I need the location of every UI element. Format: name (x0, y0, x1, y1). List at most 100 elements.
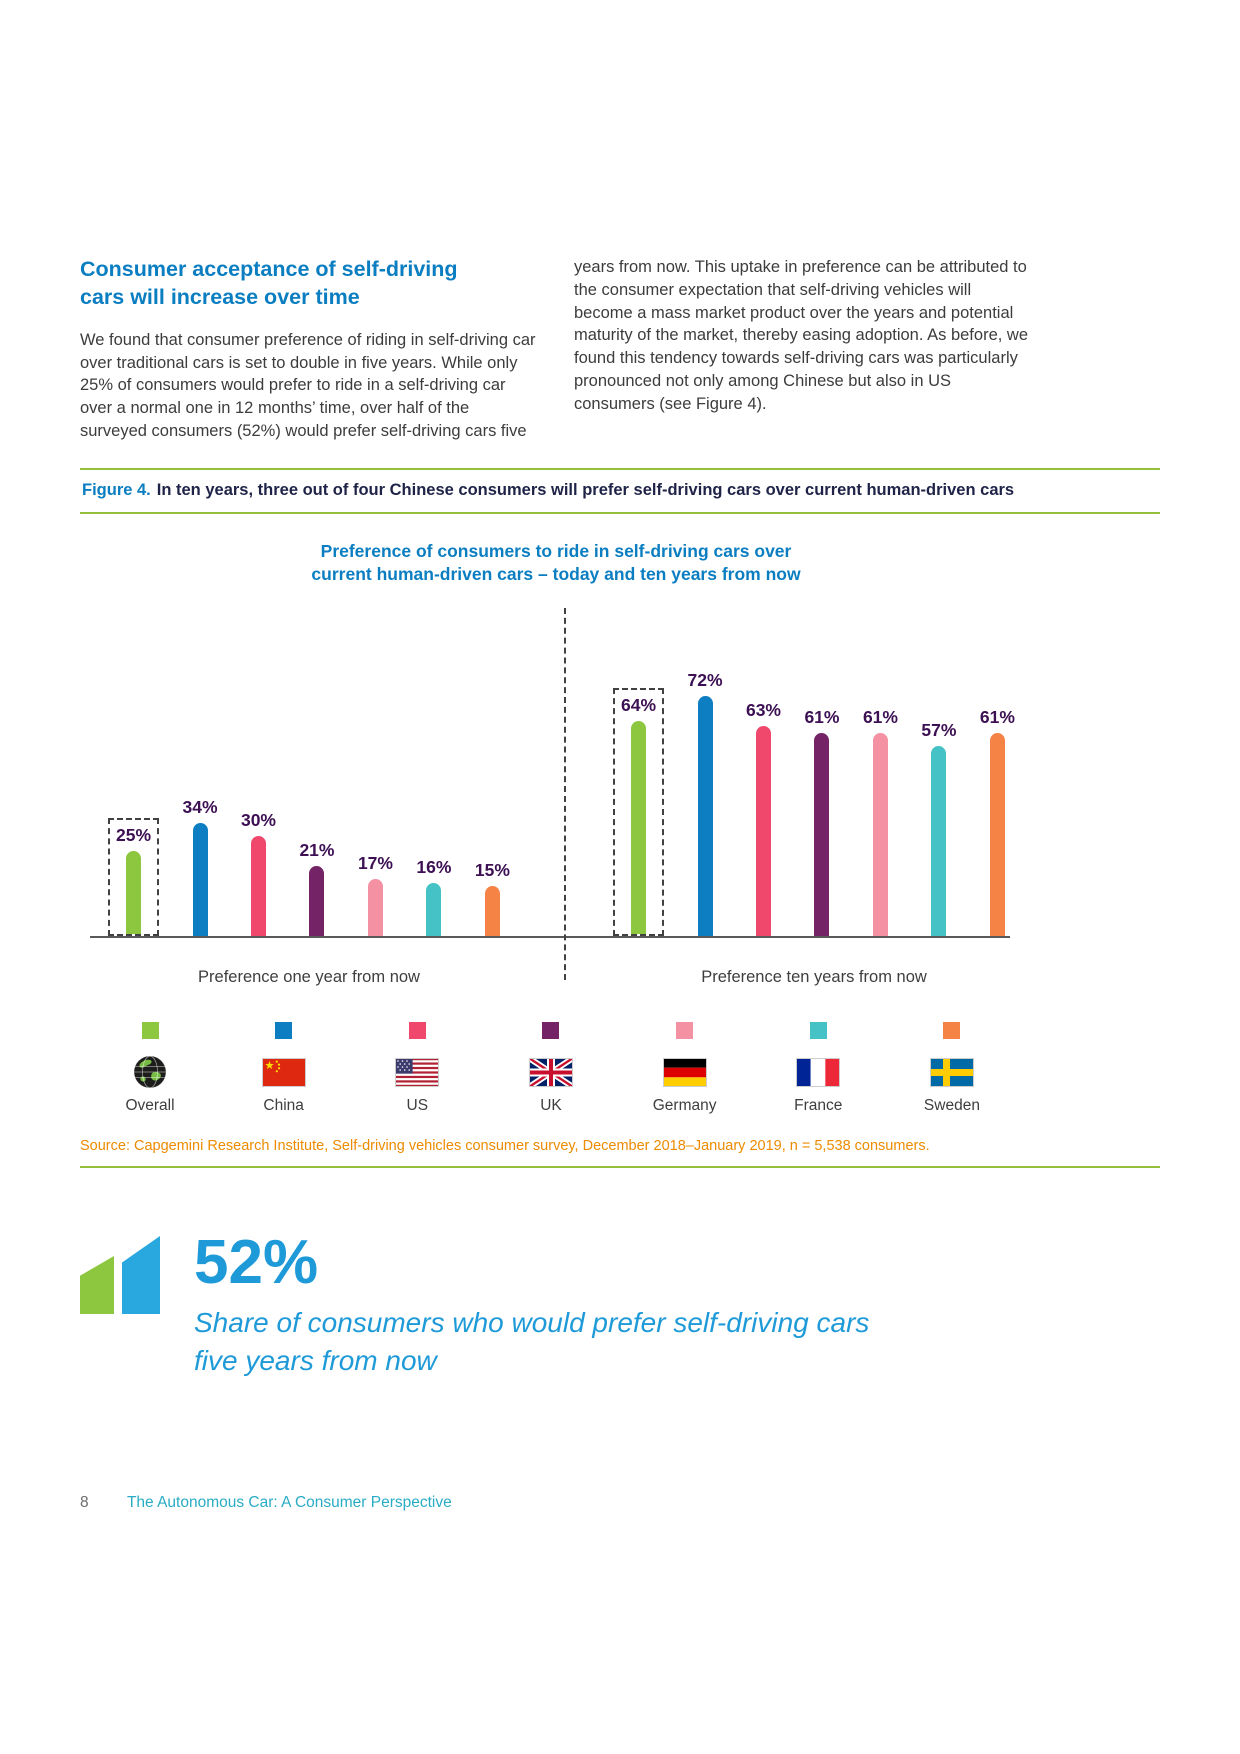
bar-value-label: 17% (357, 853, 393, 873)
chart-group-label-1: Preference one year from now (198, 968, 420, 986)
pull-quote: 52% Share of consumers who would prefer … (80, 1232, 869, 1380)
legend-label: Germany (652, 1097, 717, 1114)
source-note: Source: Capgemini Research Institute, Se… (80, 1138, 930, 1154)
uk-flag-icon (528, 1055, 573, 1089)
bar-value-label: 25% (116, 825, 152, 845)
figure-caption-band: Figure 4. In ten years, three out of four… (80, 468, 1160, 514)
bar-value-label: 21% (299, 840, 335, 860)
intro-paragraph-left: We found that consumer preference of rid… (80, 330, 536, 440)
germany-flag-icon (662, 1055, 707, 1089)
us-flag-icon (395, 1055, 440, 1089)
quote-text-line1: Share of consumers who would prefer self… (194, 1307, 870, 1338)
bar-cell-germany-group2: 61% (863, 707, 898, 936)
quote-mark-blue (122, 1236, 160, 1314)
legend-item-uk: UK (496, 1022, 606, 1115)
quote-stat: 52% (194, 1228, 319, 1297)
chart-legend: Overall China US UK Germany France Sweden (95, 1022, 1007, 1115)
china-flag-icon (261, 1055, 306, 1089)
chart-group-1: 25% 34% 30% 21% 17% 16% 15% (108, 797, 510, 936)
dashed-divider (564, 608, 566, 980)
quote-body: 52% Share of consumers who would prefer … (194, 1232, 869, 1380)
bar-cell-china-group1: 34% (182, 797, 218, 936)
legend-item-us: US (362, 1022, 472, 1115)
bar-cell-france-group1: 16% (416, 857, 451, 936)
bar-value-label: 16% (416, 857, 452, 877)
legend-item-sweden: Sweden (897, 1022, 1007, 1115)
bar-cell-germany-group1: 17% (358, 853, 393, 936)
page-footer: 8 The Autonomous Car: A Consumer Perspec… (80, 1494, 452, 1512)
divider-rule (80, 1166, 1160, 1168)
bar-value-label: 30% (240, 810, 276, 830)
legend-label: UK (540, 1097, 562, 1114)
bar-cell-overall-group2: 64% (613, 688, 665, 936)
china-bar (697, 696, 713, 936)
legend-item-china: China (229, 1022, 339, 1115)
france-bar (931, 746, 947, 936)
china-bar (192, 823, 208, 936)
bar-value-label: 72% (687, 670, 723, 690)
bar-value-label: 61% (979, 707, 1015, 727)
legend-color-swatch (542, 1022, 560, 1039)
figure-label: Figure 4. (82, 481, 151, 499)
legend-item-overall: Overall (95, 1022, 205, 1115)
overall-bar (631, 721, 647, 934)
bar-value-label: 34% (182, 797, 218, 817)
legend-color-swatch (943, 1022, 961, 1039)
quote-text-line2: five years from now (194, 1344, 437, 1376)
legend-item-france: France (763, 1022, 873, 1115)
chart-group-label-2: Preference ten years from now (701, 968, 927, 986)
legend-label: US (406, 1097, 429, 1114)
legend-color-swatch (275, 1022, 293, 1039)
chart-title: Preference of consumers to ride in self-… (80, 540, 1032, 586)
intro-section: Consumer acceptance of self-driving cars… (80, 256, 1032, 443)
legend-label: China (263, 1097, 304, 1114)
bar-cell-sweden-group2: 61% (980, 707, 1015, 936)
uk-bar (814, 733, 830, 936)
bar-cell-sweden-group1: 15% (475, 860, 510, 936)
bar-cell-france-group2: 57% (921, 720, 956, 936)
chart-title-line2: current human-driven cars – today and te… (311, 564, 801, 585)
bar-value-label: 61% (862, 707, 898, 727)
bar-value-label: 64% (621, 695, 657, 715)
sweden-bar (989, 733, 1005, 936)
bar-value-label: 61% (804, 707, 840, 727)
quote-text: Share of consumers who would prefer self… (194, 1304, 869, 1380)
document-title: The Autonomous Car: A Consumer Perspecti… (126, 1494, 452, 1511)
quote-icon (80, 1232, 168, 1318)
germany-bar (367, 879, 383, 936)
us-bar (755, 726, 771, 936)
legend-color-swatch (408, 1022, 426, 1039)
uk-bar (309, 866, 325, 936)
germany-bar (872, 733, 888, 936)
legend-label: Sweden (923, 1097, 980, 1114)
sweden-bar (484, 886, 500, 936)
legend-color-swatch (141, 1022, 159, 1039)
bar-cell-overall-group1: 25% (108, 818, 160, 936)
bar-cell-uk-group2: 61% (804, 707, 839, 936)
legend-label: France (794, 1097, 843, 1114)
bar-value-label: 57% (921, 720, 957, 740)
figure-caption: In ten years, three out of four Chinese … (156, 481, 1015, 499)
sweden-flag-icon (929, 1055, 974, 1089)
us-bar (250, 836, 266, 936)
bar-cell-us-group2: 63% (746, 700, 781, 936)
france-flag-icon (796, 1055, 841, 1089)
intro-paragraph-right: years from now. This uptake in preferenc… (574, 258, 1028, 413)
section-heading: Consumer acceptance of self-driving cars… (80, 257, 458, 309)
intro-right-column: years from now. This uptake in preferenc… (574, 256, 1032, 443)
chart-group-2: 64% 72% 63% 61% 61% 57% 61% (613, 670, 1015, 936)
globe-icon (133, 1055, 167, 1089)
x-axis-line (90, 936, 1010, 938)
legend-color-swatch (676, 1022, 694, 1039)
france-bar (426, 883, 442, 936)
legend-color-swatch (809, 1022, 827, 1039)
quote-mark-green (80, 1256, 114, 1314)
bar-cell-china-group2: 72% (687, 670, 723, 936)
bar-cell-us-group1: 30% (241, 810, 276, 936)
bar-chart: 25% 34% 30% 21% 17% 16% 15% Preference one year… (90, 608, 1015, 986)
legend-label: Overall (125, 1097, 175, 1114)
overall-bar (126, 851, 142, 934)
bar-cell-uk-group1: 21% (299, 840, 334, 936)
intro-left-column: Consumer acceptance of self-driving cars… (80, 256, 538, 443)
